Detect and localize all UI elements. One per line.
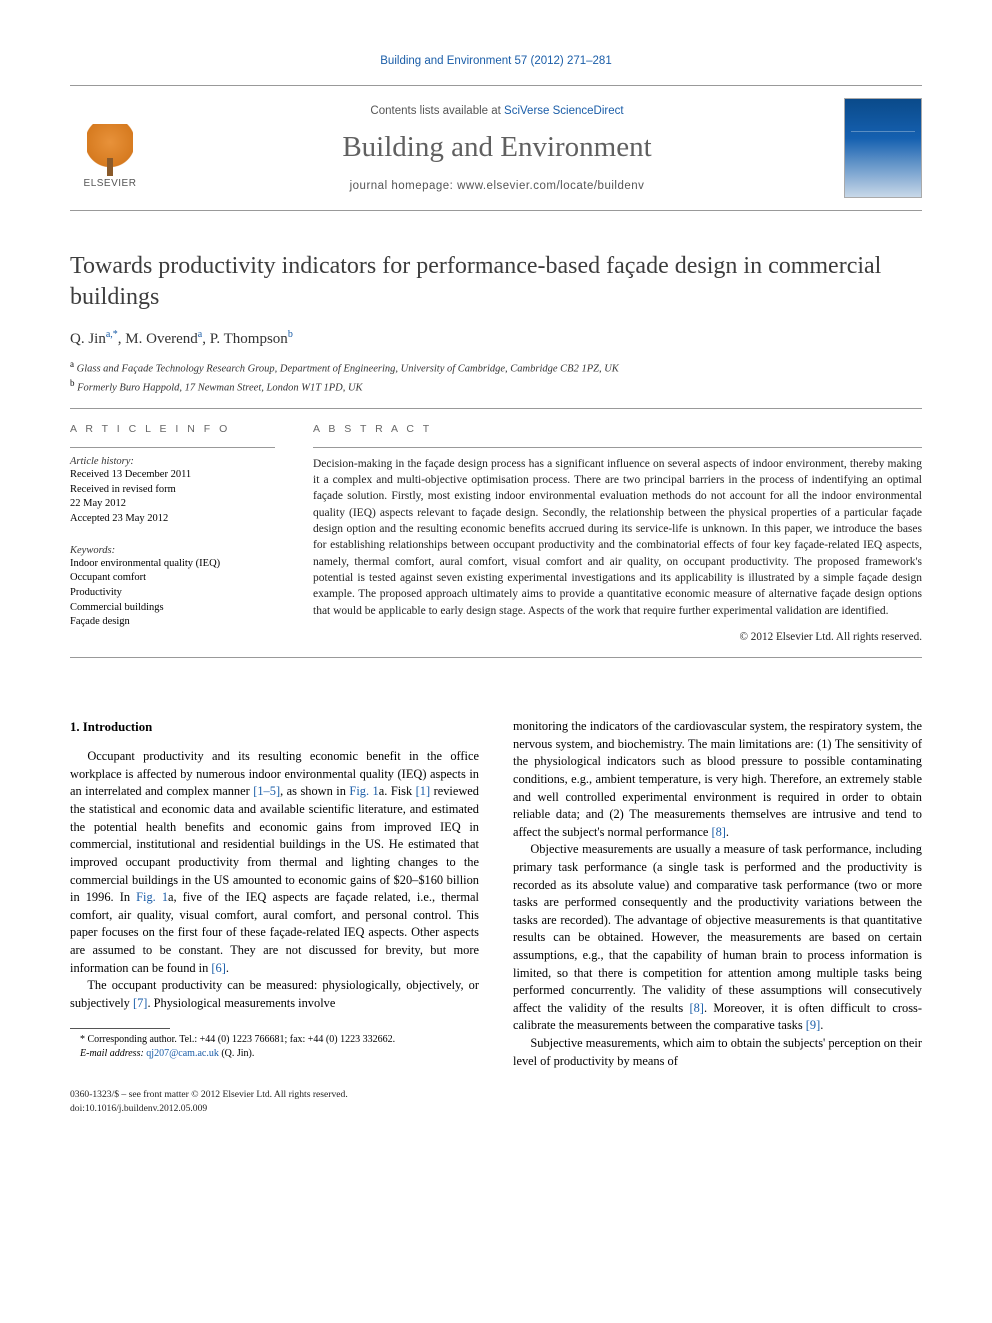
citation-link[interactable]: [1–5] xyxy=(253,784,280,798)
article-body: 1. Introduction Occupant productivity an… xyxy=(70,718,922,1070)
doi-label: doi: xyxy=(70,1103,85,1114)
body-text: monitoring the indicators of the cardiov… xyxy=(513,719,922,839)
email-link[interactable]: qj207@cam.ac.uk xyxy=(146,1048,219,1059)
keyword: Productivity xyxy=(70,586,275,601)
elsevier-tree-icon xyxy=(87,124,133,176)
body-text: reviewed the statistical and economic da… xyxy=(70,784,479,904)
citation-link[interactable]: [9] xyxy=(806,1018,820,1032)
corresponding-author-footnote: * Corresponding author. Tel.: +44 (0) 12… xyxy=(70,1033,479,1060)
publisher-name: ELSEVIER xyxy=(84,178,137,189)
affil-text: Glass and Façade Technology Research Gro… xyxy=(77,364,619,375)
author-1-marks: a,* xyxy=(106,329,118,340)
journal-cover-thumbnail[interactable] xyxy=(844,98,922,198)
keyword: Indoor environmental quality (IEQ) xyxy=(70,557,275,572)
history-received: Received 13 December 2011 xyxy=(70,468,275,483)
email-label: E-mail address: xyxy=(80,1048,146,1059)
citation-link[interactable]: [8] xyxy=(689,1001,703,1015)
author-list: Q. Jina,*, M. Overenda, P. Thompsonb xyxy=(70,329,922,348)
article-title: Towards productivity indicators for perf… xyxy=(70,251,922,313)
homepage-url[interactable]: www.elsevier.com/locate/buildenv xyxy=(457,180,644,192)
body-text: a. Fisk xyxy=(379,784,416,798)
body-text: , as shown in xyxy=(280,784,349,798)
affil-mark: a xyxy=(70,359,74,369)
citation-link[interactable]: [6] xyxy=(211,961,225,975)
abstract-heading: A B S T R A C T xyxy=(313,423,922,435)
masthead: ELSEVIER Contents lists available at Sci… xyxy=(70,85,922,211)
running-header: Building and Environment 57 (2012) 271–2… xyxy=(70,55,922,67)
divider xyxy=(70,408,922,409)
citation-link[interactable]: [8] xyxy=(711,825,725,839)
history-revised-1: Received in revised form xyxy=(70,483,275,498)
paragraph: The occupant productivity can be measure… xyxy=(70,977,479,1012)
citation-link[interactable]: [7] xyxy=(133,996,147,1010)
doi-link[interactable]: 10.1016/j.buildenv.2012.05.009 xyxy=(85,1103,207,1114)
journal-homepage-line: journal homepage: www.elsevier.com/locat… xyxy=(160,180,834,192)
divider xyxy=(313,447,922,448)
copyright-line: © 2012 Elsevier Ltd. All rights reserved… xyxy=(313,631,922,643)
paragraph: Objective measurements are usually a mea… xyxy=(513,841,922,1035)
paragraph: monitoring the indicators of the cardiov… xyxy=(513,718,922,841)
article-history-heading: Article history: xyxy=(70,456,275,467)
publisher-logo[interactable]: ELSEVIER xyxy=(70,106,150,191)
keyword: Commercial buildings xyxy=(70,601,275,616)
homepage-prefix: journal homepage: xyxy=(350,180,457,192)
history-revised-2: 22 May 2012 xyxy=(70,497,275,512)
contents-prefix: Contents lists available at xyxy=(370,105,504,117)
contents-available-line: Contents lists available at SciVerse Sci… xyxy=(160,105,834,117)
affil-text: Formerly Buro Happold, 17 Newman Street,… xyxy=(77,383,362,394)
affiliations: a Glass and Façade Technology Research G… xyxy=(70,358,922,395)
citation-link[interactable]: [1] xyxy=(416,784,430,798)
body-text: Objective measurements are usually a mea… xyxy=(513,842,922,1014)
author-1[interactable]: Q. Jin xyxy=(70,331,106,347)
body-text: . xyxy=(820,1018,823,1032)
divider xyxy=(70,657,922,658)
keyword: Façade design xyxy=(70,615,275,630)
body-text: . Physiological measurements involve xyxy=(147,996,335,1010)
divider xyxy=(70,447,275,448)
article-metadata-row: A R T I C L E I N F O Article history: R… xyxy=(70,423,922,643)
author-2[interactable]: , M. Overend xyxy=(118,331,198,347)
article-info-heading: A R T I C L E I N F O xyxy=(70,423,275,435)
page-footer: 0360-1323/$ – see front matter © 2012 El… xyxy=(70,1088,922,1115)
affiliation-a: a Glass and Façade Technology Research G… xyxy=(70,358,922,377)
affiliation-b: b Formerly Buro Happold, 17 Newman Stree… xyxy=(70,377,922,396)
abstract-text: Decision-making in the façade design pro… xyxy=(313,456,922,619)
journal-name: Building and Environment xyxy=(160,131,834,164)
paragraph: Subjective measurements, which aim to ob… xyxy=(513,1035,922,1070)
footnote-tel: * Corresponding author. Tel.: +44 (0) 12… xyxy=(70,1033,479,1047)
section-heading-introduction: 1. Introduction xyxy=(70,718,479,736)
keyword: Occupant comfort xyxy=(70,571,275,586)
body-text: . xyxy=(226,961,229,975)
author-3-marks: b xyxy=(288,329,293,340)
keywords-heading: Keywords: xyxy=(70,545,275,556)
email-who: (Q. Jin). xyxy=(219,1048,255,1059)
figure-link[interactable]: Fig. 1 xyxy=(136,890,168,904)
paragraph: Occupant productivity and its resulting … xyxy=(70,748,479,977)
author-3[interactable]: , P. Thompson xyxy=(202,331,288,347)
footer-front-matter: 0360-1323/$ – see front matter © 2012 El… xyxy=(70,1088,922,1101)
history-accepted: Accepted 23 May 2012 xyxy=(70,512,275,527)
body-text: . xyxy=(726,825,729,839)
figure-link[interactable]: Fig. 1 xyxy=(349,784,378,798)
affil-mark: b xyxy=(70,378,75,388)
sciencedirect-link[interactable]: SciVerse ScienceDirect xyxy=(504,105,624,117)
footnote-separator xyxy=(70,1028,170,1029)
